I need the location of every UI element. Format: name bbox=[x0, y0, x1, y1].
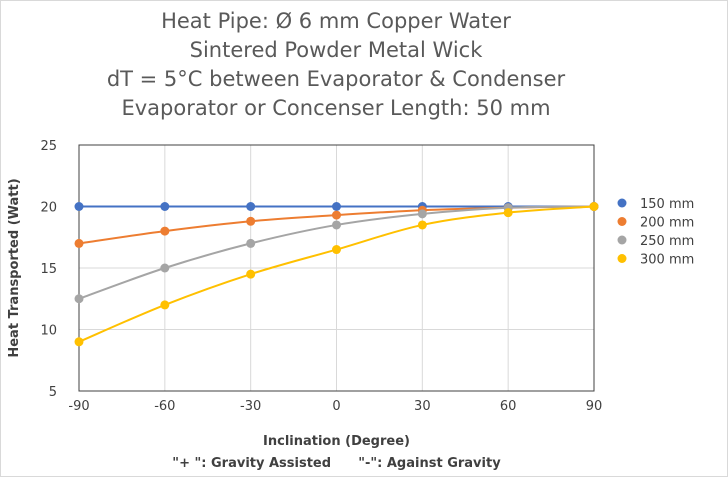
y-tick-label: 15 bbox=[40, 262, 57, 277]
data-point bbox=[74, 202, 84, 211]
y-tick-label: 5 bbox=[49, 385, 57, 400]
axes: -90 -60 -30 0 30 60 90 5 10 15 20 25 bbox=[40, 139, 602, 414]
data-point bbox=[417, 209, 427, 219]
y-tick-label: 20 bbox=[40, 201, 57, 216]
data-point bbox=[74, 337, 84, 347]
x-tick-label: 30 bbox=[414, 399, 431, 414]
data-point bbox=[160, 263, 170, 273]
data-point bbox=[332, 210, 341, 220]
data-point bbox=[160, 300, 170, 310]
legend-label: 200 mm bbox=[640, 216, 694, 231]
data-point bbox=[332, 220, 341, 230]
x-tick-label: 90 bbox=[586, 399, 603, 414]
x-tick-label: -90 bbox=[68, 399, 89, 414]
data-point bbox=[332, 245, 341, 255]
data-point bbox=[417, 220, 427, 230]
data-point bbox=[74, 238, 84, 248]
data-point bbox=[246, 269, 256, 279]
data-point bbox=[503, 208, 513, 218]
title-line: Evaporator or Concenser Length: 50 mm bbox=[121, 96, 550, 120]
title-line: Sintered Powder Metal Wick bbox=[190, 38, 484, 62]
data-point bbox=[246, 238, 256, 248]
grid bbox=[78, 144, 595, 392]
data-point bbox=[589, 202, 599, 211]
legend-label: 300 mm bbox=[640, 253, 694, 268]
x-tick-label: -60 bbox=[154, 399, 175, 414]
legend-marker bbox=[617, 217, 627, 226]
data-point bbox=[246, 216, 256, 226]
x-tick-label: 0 bbox=[332, 399, 340, 414]
data-point bbox=[74, 294, 84, 304]
series bbox=[74, 202, 599, 347]
data-point bbox=[246, 202, 256, 211]
y-axis-title: Heat Transported (Watt) bbox=[7, 178, 22, 357]
x-axis-note: "+ ": Gravity Assisted "-": Against Grav… bbox=[172, 456, 501, 471]
data-point bbox=[160, 226, 170, 236]
data-point bbox=[160, 202, 170, 211]
legend-label: 250 mm bbox=[640, 234, 694, 249]
y-tick-label: 25 bbox=[40, 139, 57, 154]
legend-marker bbox=[617, 235, 627, 245]
plot-border bbox=[78, 144, 595, 392]
title-line: Heat Pipe: Ø 6 mm Copper Water bbox=[161, 9, 511, 33]
data-point bbox=[332, 202, 341, 211]
y-tick-label: 10 bbox=[40, 324, 57, 339]
legend-marker bbox=[617, 198, 627, 208]
legend-label: 150 mm bbox=[640, 197, 694, 212]
title-line: dT = 5°C between Evaporator & Condenser bbox=[107, 67, 566, 91]
legend: 150 mm 200 mm 250 mm 300 mm bbox=[617, 197, 694, 268]
x-axis-title: Inclination (Degree) bbox=[263, 434, 410, 449]
chart-title: Heat Pipe: Ø 6 mm Copper Water Sintered P… bbox=[107, 9, 566, 120]
x-tick-label: 60 bbox=[500, 399, 517, 414]
legend-marker bbox=[617, 254, 627, 263]
x-tick-label: -30 bbox=[240, 399, 261, 414]
